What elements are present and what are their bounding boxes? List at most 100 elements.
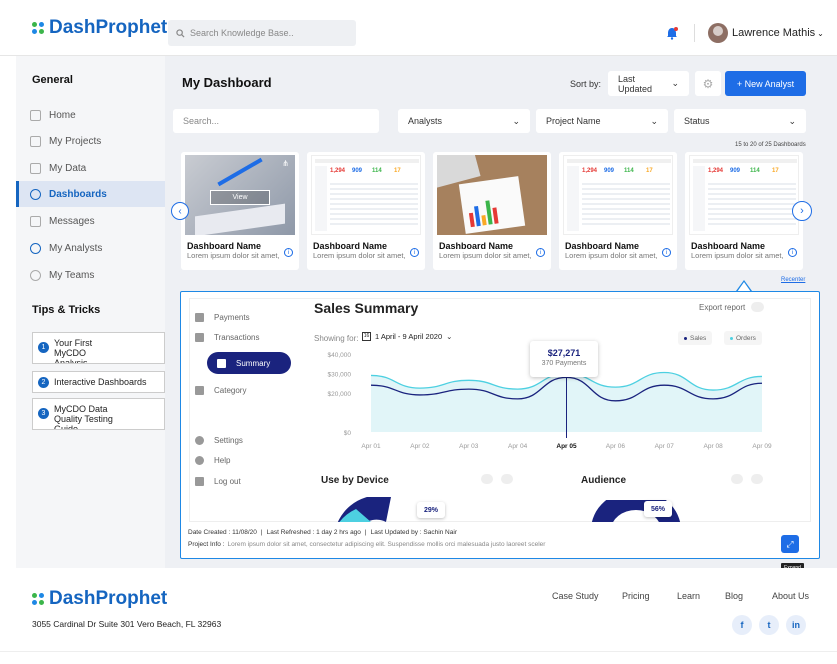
projects-icon [30, 135, 41, 147]
dashboard-thumbnail: 1,294 909 114 17 [689, 155, 799, 235]
recenter-link[interactable]: Recenter [781, 277, 806, 283]
help-icon [195, 455, 204, 465]
sidebar-item-messages[interactable]: Messages [16, 208, 165, 234]
brand-name: DashProphet [49, 17, 168, 38]
dashboard-thumbnail: 1,294 909 114 17 [311, 155, 421, 235]
x-tick-label: Apr 01 [361, 443, 381, 450]
preview-nav-logout[interactable]: Log out [181, 470, 291, 492]
preview-nav-category[interactable]: Category [181, 379, 291, 401]
messages-icon [30, 215, 41, 227]
device-title: Use by Device [321, 475, 389, 486]
status-filter[interactable]: Status ⌄ [674, 109, 806, 133]
footer-address: 3055 Cardinal Dr Suite 301 Vero Beach, F… [32, 619, 222, 629]
card-desc: Lorem ipsum dolor sit amet, [565, 251, 658, 260]
carousel-prev-button[interactable]: ‹ [171, 202, 189, 220]
card-desc: Lorem ipsum dolor sit amet, [439, 251, 532, 260]
user-avatar[interactable] [708, 23, 728, 43]
payments-icon [195, 312, 204, 322]
dashboard-card[interactable]: 1,294 909 114 17 Dashboard Name Lorem ip… [685, 152, 803, 270]
sidebar-item-data[interactable]: My Data [16, 155, 165, 181]
preview-nav-settings[interactable]: Settings [181, 429, 291, 451]
card-name: Dashboard Name [187, 241, 262, 251]
project-filter[interactable]: Project Name ⌄ [536, 109, 668, 133]
card-desc: Lorem ipsum dolor sit amet, [691, 251, 784, 260]
chevron-down-icon: ⌄ [671, 78, 679, 88]
footer-link-blog[interactable]: Blog [725, 591, 744, 601]
device-donut [337, 497, 391, 522]
linkedin-icon[interactable]: in [786, 615, 806, 635]
footer-link-about[interactable]: About Us [772, 591, 810, 601]
sidebar-item-dashboards[interactable]: Dashboards [16, 181, 165, 207]
new-analyst-button[interactable]: + New Analyst [725, 71, 806, 96]
footer-link-pricing[interactable]: Pricing [622, 591, 650, 601]
dashboard-card[interactable]: Dashboard Name Lorem ipsum dolor sit ame… [433, 152, 551, 270]
dashboard-card[interactable]: View ⋔ Dashboard Name Lorem ipsum dolor … [181, 152, 299, 270]
sales-summary-title: Sales Summary [314, 300, 419, 316]
filter-icon[interactable] [751, 474, 763, 484]
info-icon[interactable]: i [284, 248, 293, 257]
x-tick-label: Apr 07 [655, 443, 675, 450]
dashboard-card[interactable]: 1,294 909 114 17 Dashboard Name Lorem ip… [307, 152, 425, 270]
sidebar-item-projects[interactable]: My Projects [16, 128, 165, 154]
preview-nav-summary[interactable]: Summary [207, 352, 291, 374]
y-tick-label: $30,000 [328, 372, 352, 379]
export-icon[interactable] [481, 474, 493, 484]
sidebar: General Home My Projects My Data Dashboa… [16, 56, 165, 568]
carousel-next-button[interactable]: › [792, 201, 812, 221]
device-actions [481, 474, 513, 484]
footer-link-learn[interactable]: Learn [677, 591, 701, 601]
home-icon [30, 109, 41, 121]
card-name: Dashboard Name [439, 241, 514, 251]
y-tick-label: $20,000 [328, 391, 352, 398]
notification-bell-icon[interactable] [666, 27, 678, 43]
export-icon[interactable] [731, 474, 743, 484]
info-icon[interactable]: i [662, 248, 671, 257]
tip-item-1[interactable]: 1 Your First MyCDO Analysis [32, 332, 165, 364]
x-tick-label: Apr 09 [752, 443, 772, 450]
sidebar-item-analysts[interactable]: My Analysts [16, 235, 165, 261]
preview-nav-payments[interactable]: Payments [181, 306, 291, 328]
tip-item-3[interactable]: 3 MyCDO Data Quality Testing Guide [32, 398, 165, 430]
info-icon[interactable]: i [536, 248, 545, 257]
view-button[interactable]: View [210, 190, 270, 205]
card-desc: Lorem ipsum dolor sit amet, [187, 251, 280, 260]
filter-icon[interactable] [501, 474, 513, 484]
audience-title: Audience [581, 475, 627, 486]
footer: DashProphet 3055 Cardinal Dr Suite 301 V… [0, 568, 837, 664]
tooltip-value: $27,271 [547, 348, 581, 358]
brand-logo[interactable]: DashProphet [32, 17, 167, 39]
chevron-left-icon: ‹ [178, 205, 182, 217]
y-tick-label: $40,000 [328, 352, 352, 359]
footer-link-case-study[interactable]: Case Study [552, 591, 599, 601]
sidebar-general-title: General [32, 74, 73, 86]
preview-pointer-inner [737, 282, 751, 292]
expand-button[interactable]: ⤢ [781, 535, 799, 553]
preview-nav-transactions[interactable]: Transactions [181, 326, 291, 348]
project-info: Project Info : Lorem ipsum dolor sit ame… [188, 541, 546, 548]
knowledge-search-input[interactable]: Search Knowledge Base.. [168, 20, 356, 46]
analysts-filter[interactable]: Analysts ⌄ [398, 109, 530, 133]
preview-nav-help[interactable]: Help [181, 449, 291, 471]
info-icon[interactable]: i [788, 248, 797, 257]
dashboard-card[interactable]: 1,294 909 114 17 Dashboard Name Lorem ip… [559, 152, 677, 270]
info-icon[interactable]: i [410, 248, 419, 257]
sidebar-item-teams[interactable]: My Teams [16, 262, 165, 288]
user-menu[interactable]: Lawrence Mathis ⌄ [732, 27, 824, 39]
dashboard-search-input[interactable]: Search... [173, 109, 379, 133]
user-name: Lawrence Mathis [732, 27, 816, 39]
share-icon[interactable]: ⋔ [282, 159, 289, 168]
sidebar-item-home[interactable]: Home [16, 102, 165, 128]
sort-select[interactable]: Last Updated ⌄ [608, 71, 689, 96]
footer-logo[interactable]: DashProphet [32, 588, 167, 610]
settings-button[interactable]: ⚙ [695, 71, 721, 96]
twitter-icon[interactable]: t [759, 615, 779, 635]
date-range-select[interactable]: 16 1 April - 9 April 2020 ⌄ [362, 332, 453, 341]
export-report-button[interactable]: Export report [699, 302, 765, 312]
teams-icon [30, 269, 41, 281]
chevron-down-icon: ⌄ [512, 115, 520, 126]
chevron-down-icon: ⌄ [788, 115, 796, 126]
tip-item-2[interactable]: 2 Interactive Dashboards [32, 371, 165, 393]
facebook-icon[interactable]: f [732, 615, 752, 635]
data-icon [30, 162, 41, 174]
search-icon [176, 28, 185, 38]
